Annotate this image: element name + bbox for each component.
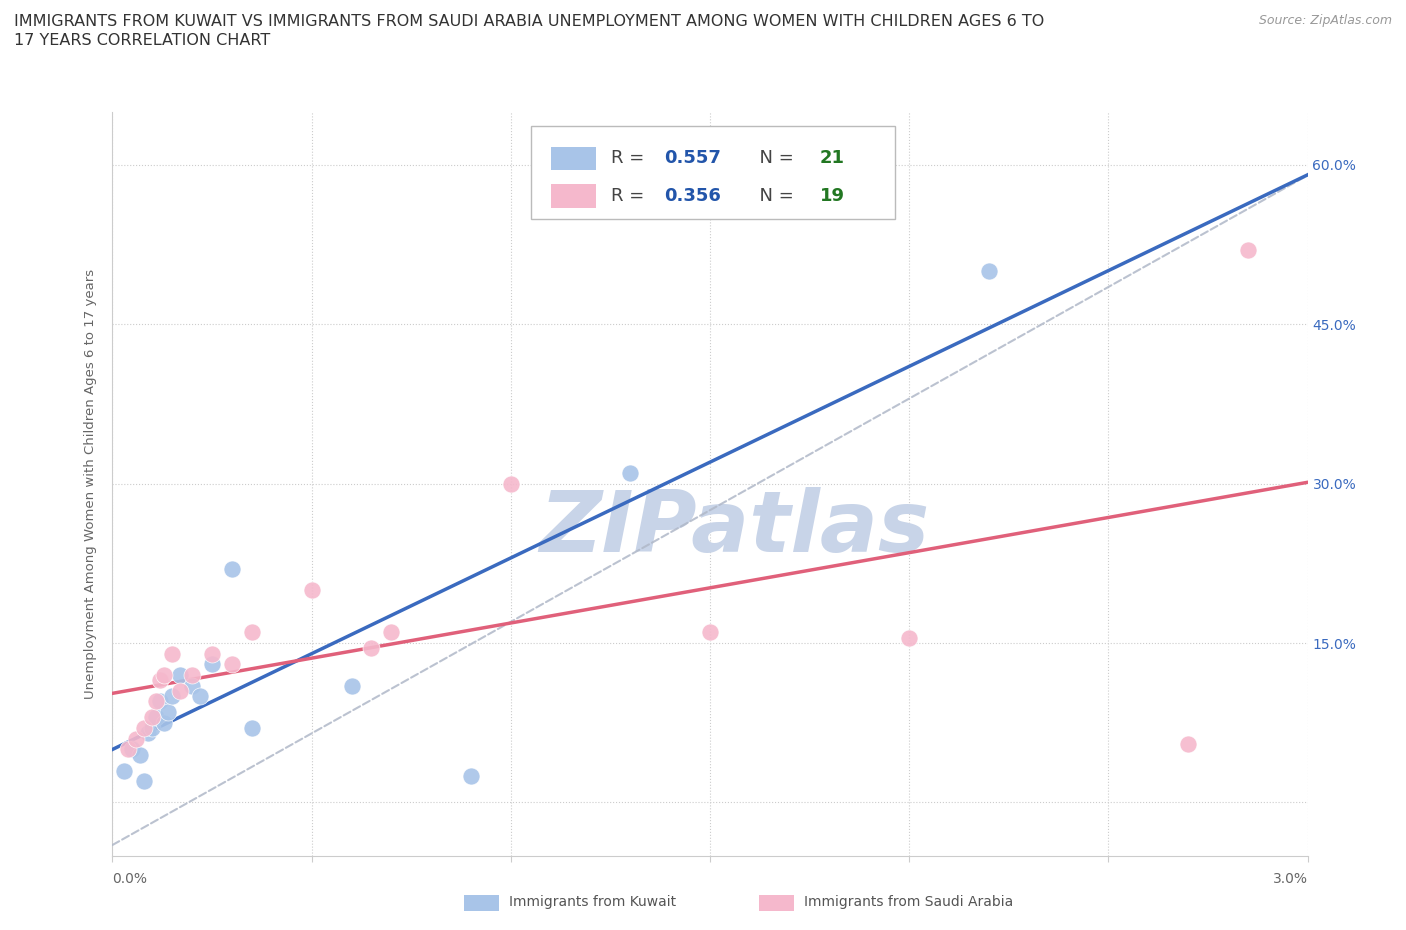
Point [1177,737,1199,751]
Point [162,689,183,704]
Point [181,678,204,693]
Text: 21: 21 [820,150,845,167]
Point [145,710,167,724]
Y-axis label: Unemployment Among Women with Children Ages 6 to 17 years: Unemployment Among Women with Children A… [83,269,97,698]
Point [141,721,163,736]
Point [129,747,152,762]
Text: Immigrants from Saudi Arabia: Immigrants from Saudi Arabia [804,895,1014,910]
Text: R =: R = [610,150,650,167]
Point [188,689,211,704]
Text: 0.0%: 0.0% [112,871,148,885]
Point [134,721,156,736]
Text: ZIPatlas: ZIPatlas [538,486,929,570]
Point [117,742,139,757]
Point [138,726,160,741]
Point [201,646,224,661]
Text: 0.557: 0.557 [665,150,721,167]
Point [221,657,243,671]
Point [221,561,243,576]
Bar [551,147,596,170]
Text: 0.356: 0.356 [665,187,721,205]
Point [153,715,176,730]
Point [149,694,172,709]
Point [149,672,172,687]
Point [301,582,323,597]
Point [340,678,363,693]
Text: R =: R = [610,187,650,205]
Point [134,774,156,789]
Point [898,631,921,645]
Point [169,684,191,698]
Point [145,694,167,709]
Bar [551,184,596,207]
Point [162,646,183,661]
Point [114,764,135,778]
Text: 19: 19 [820,187,845,205]
Point [240,721,263,736]
Text: 17 YEARS CORRELATION CHART: 17 YEARS CORRELATION CHART [14,33,270,47]
Point [157,705,180,720]
Text: N =: N = [748,187,800,205]
Point [121,742,143,757]
Point [360,641,382,656]
Point [699,625,721,640]
Point [141,710,163,724]
Point [153,668,176,683]
Point [240,625,263,640]
Point [201,657,224,671]
Text: 3.0%: 3.0% [1272,871,1308,885]
FancyBboxPatch shape [531,126,896,219]
Point [1237,243,1260,258]
Point [169,668,191,683]
Point [380,625,402,640]
Text: IMMIGRANTS FROM KUWAIT VS IMMIGRANTS FROM SAUDI ARABIA UNEMPLOYMENT AMONG WOMEN : IMMIGRANTS FROM KUWAIT VS IMMIGRANTS FRO… [14,14,1045,29]
Text: N =: N = [748,150,800,167]
Point [125,731,148,746]
Point [619,466,641,481]
Point [460,768,482,783]
Text: Immigrants from Kuwait: Immigrants from Kuwait [509,895,676,910]
Point [977,263,1000,278]
Point [499,476,522,491]
Text: Source: ZipAtlas.com: Source: ZipAtlas.com [1258,14,1392,27]
Point [181,668,204,683]
